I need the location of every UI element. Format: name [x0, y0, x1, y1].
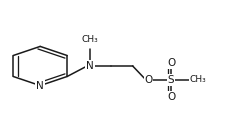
Text: O: O — [167, 58, 175, 68]
Text: CH₃: CH₃ — [81, 35, 98, 44]
Text: O: O — [144, 75, 153, 85]
Text: S: S — [168, 75, 174, 85]
Text: CH₃: CH₃ — [190, 75, 207, 84]
Text: N: N — [36, 81, 44, 91]
Text: O: O — [167, 92, 175, 102]
Text: N: N — [86, 61, 94, 71]
